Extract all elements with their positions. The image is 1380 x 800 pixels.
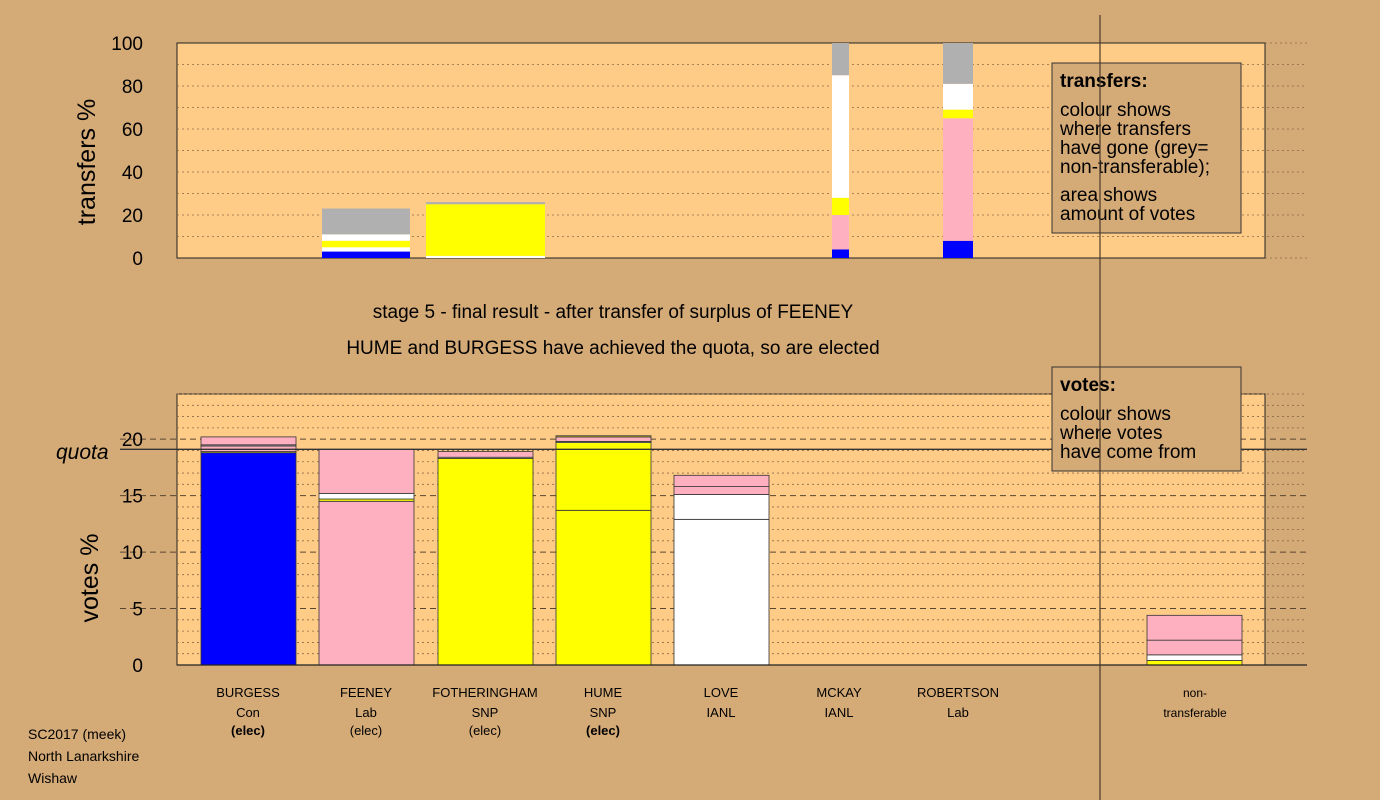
votes-y-tick-label: 15 — [122, 487, 143, 508]
vote-segment — [200, 452, 297, 666]
stage-heading: stage 5 - final result - after transfer … — [373, 302, 854, 323]
candidate-name-label: HUME — [584, 685, 623, 700]
vote-segment — [1146, 660, 1243, 666]
transfers-bars — [322, 43, 973, 258]
candidate-party-label: Lab — [355, 705, 377, 720]
votes-legend-title: votes: — [1060, 375, 1116, 396]
transfers-panel: 0 20 40 60 80 100 transfers % transfers: colo… — [73, 34, 1307, 270]
transfers-y-axis-label: transfers % — [73, 99, 101, 225]
candidate-status-label: (elec) — [231, 723, 265, 738]
transfer-segment — [426, 202, 545, 205]
transfers-legend-line: area shows — [1060, 185, 1157, 206]
transfer-segment — [832, 197, 849, 215]
nontransferable-label: transferable — [1163, 706, 1227, 720]
transfer-segment — [943, 43, 973, 84]
votes-legend-line: have come from — [1060, 442, 1196, 463]
transfers-y-tick-label: 60 — [122, 120, 143, 141]
transfer-segment — [322, 251, 410, 258]
candidate-party-label: IANL — [707, 705, 736, 720]
footer-ward: Wishaw — [28, 770, 78, 786]
transfer-segment — [832, 215, 849, 250]
candidate-name-label: FOTHERINGHAM — [432, 685, 537, 700]
candidate-name-label: FEENEY — [340, 685, 392, 700]
transfer-segment — [943, 109, 973, 119]
transfer-segment — [832, 43, 849, 76]
vote-segment — [318, 492, 415, 500]
candidate-party-label: IANL — [825, 705, 854, 720]
vote-segment — [555, 436, 652, 442]
vote-segment — [318, 500, 415, 666]
nontransferable-label: non- — [1183, 686, 1207, 700]
votes-panel: 0 5 10 15 20 votes % quota votes: colour sho… — [56, 366, 1307, 677]
transfers-legend-line: have gone (grey= — [1060, 138, 1208, 159]
vote-segment — [1146, 639, 1243, 656]
vote-segment — [673, 486, 770, 495]
transfer-segment — [322, 240, 410, 248]
transfer-segment — [832, 75, 849, 198]
votes-y-tick-label: 0 — [132, 656, 143, 677]
vote-segment — [555, 435, 652, 438]
votes-y-tick-label: 10 — [122, 543, 143, 564]
transfers-y-tick-label: 0 — [132, 249, 143, 270]
votes-legend: votes: colour shows where votes have com… — [1051, 366, 1242, 472]
votes-y-tick-label: 20 — [122, 430, 143, 451]
transfers-y-tick-label: 80 — [122, 77, 143, 98]
candidate-status-label: (elec) — [586, 723, 620, 738]
transfer-segment — [322, 234, 410, 241]
vote-segment — [437, 451, 534, 458]
votes-legend-line: where votes — [1059, 423, 1162, 444]
candidate-name-label: ROBERTSON — [917, 685, 999, 700]
candidate-status-label: (elec) — [469, 723, 502, 738]
transfers-legend-title: transfers: — [1060, 71, 1148, 92]
transfers-legend-line: colour shows — [1060, 100, 1171, 121]
transfers-y-tick-label: 40 — [122, 163, 143, 184]
votes-y-ticks: 0 5 10 15 20 — [122, 430, 143, 677]
transfer-segment — [943, 118, 973, 241]
vote-segment — [200, 436, 297, 446]
transfer-segment — [426, 204, 545, 256]
votes-bars — [200, 435, 1243, 666]
transfers-legend: transfers: colour shows where transfers … — [1051, 62, 1242, 234]
candidate-status-label: (elec) — [350, 723, 383, 738]
transfer-segment — [322, 208, 410, 235]
transfer-segment — [943, 240, 973, 258]
transfers-y-tick-label: 100 — [111, 34, 143, 55]
transfers-legend-line: amount of votes — [1060, 204, 1195, 225]
candidate-name-label: BURGESS — [216, 685, 280, 700]
transfers-legend-box — [1051, 62, 1242, 234]
transfers-y-tick-label: 20 — [122, 206, 143, 227]
candidate-name-label: LOVE — [704, 685, 739, 700]
vote-segment — [1146, 614, 1243, 641]
quota-label: quota — [56, 441, 109, 464]
votes-y-tick-label: 5 — [132, 600, 143, 621]
votes-y-axis-label: votes % — [76, 534, 104, 623]
transfers-legend-line: non-transferable); — [1060, 157, 1210, 178]
votes-legend-line: colour shows — [1060, 404, 1171, 425]
vote-segment — [555, 442, 652, 511]
transfer-segment — [943, 83, 973, 110]
candidate-party-label: SNP — [472, 705, 499, 720]
footer-council: North Lanarkshire — [28, 748, 139, 764]
transfer-segment — [832, 249, 849, 258]
candidate-party-label: SNP — [590, 705, 617, 720]
candidate-party-label: Con — [236, 705, 260, 720]
candidate-labels: BURGESS Con (elec) FEENEY Lab (elec) FOTHERING… — [216, 685, 1227, 738]
transfer-segment — [322, 247, 410, 252]
vote-segment — [673, 518, 770, 666]
transfers-legend-line: where transfers — [1059, 119, 1191, 140]
votes-legend-box — [1051, 366, 1242, 472]
vote-segment — [1146, 654, 1243, 661]
candidate-party-label: Lab — [947, 705, 969, 720]
elected-heading: HUME and BURGESS have achieved the quota… — [346, 338, 879, 359]
transfer-segment — [426, 255, 545, 258]
vote-segment — [437, 457, 534, 666]
transfers-y-ticks: 0 20 40 60 80 100 — [111, 34, 143, 270]
vote-segment — [673, 474, 770, 487]
vote-segment — [673, 494, 770, 520]
footer-election: SC2017 (meek) — [28, 726, 126, 742]
vote-segment — [555, 509, 652, 666]
candidate-name-label: MCKAY — [816, 685, 862, 700]
vote-segment — [318, 448, 415, 494]
